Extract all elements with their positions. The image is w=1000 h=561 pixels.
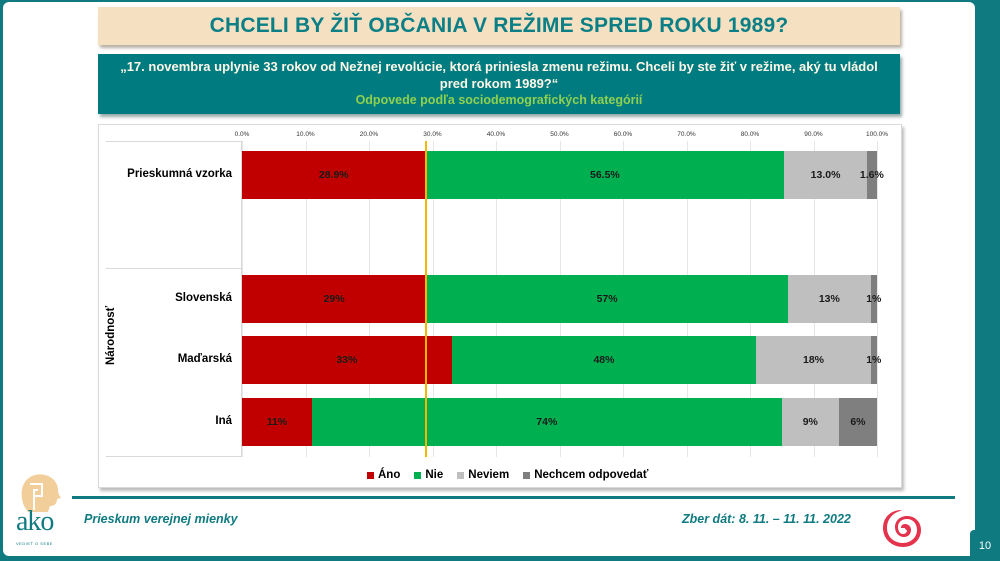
- legend-swatch-icon: [367, 471, 374, 479]
- legend-swatch-icon: [457, 471, 465, 479]
- logo-wordmark: ako: [16, 506, 54, 537]
- bar-segment: 13.0%: [784, 151, 867, 199]
- category-label: Iná: [215, 415, 232, 427]
- legend-item-nie: Nie: [414, 469, 443, 481]
- footer-date-range: Zber dát: 8. 11. – 11. 11. 2022: [682, 512, 851, 526]
- footer-survey-label: Prieskum verejnej mienky: [84, 512, 238, 526]
- x-tick-label: 40.0%: [486, 131, 506, 138]
- title-banner: CHCELI BY ŽIŤ OBČANIA V REŽIME SPRED ROK…: [98, 7, 900, 45]
- x-tick-label: 60.0%: [613, 131, 633, 138]
- question-subtitle: Odpovede podľa sociodemografických kateg…: [355, 93, 643, 107]
- group-label-narodnost: Národnosť: [105, 305, 117, 365]
- category-divider: [106, 141, 242, 142]
- legend-label: Nechcem odpovedať: [534, 469, 649, 481]
- bar-segment: 13%: [788, 275, 871, 323]
- x-tick-label: 20.0%: [359, 131, 379, 138]
- category-label: Slovenská: [175, 292, 232, 304]
- footer-divider: [72, 496, 955, 499]
- reference-line: [425, 141, 427, 457]
- bar-segment: 56.5%: [425, 151, 785, 199]
- legend: Áno Nie Neviem Nechcem odpovedať: [367, 469, 648, 481]
- page-number: 10: [970, 530, 1000, 561]
- question-line-2: pred rokom 1989?“: [439, 76, 559, 91]
- bar-segment: 9%: [781, 398, 839, 446]
- head-icon: [21, 474, 61, 512]
- legend-label: Áno: [378, 469, 401, 481]
- gridline: [877, 141, 878, 457]
- bar-segment: 29%: [242, 275, 427, 323]
- swirl-logo-icon: [883, 510, 921, 547]
- legend-item-nechcem: Nechcem odpovedať: [523, 469, 648, 481]
- x-tick-label: 70.0%: [677, 131, 696, 138]
- bar-row: 11% 74% 9% 6%: [242, 398, 877, 446]
- bar-segment: 28.9%: [242, 151, 426, 199]
- x-tick-label: 50.0%: [550, 131, 569, 138]
- bar-row: 33% 48% 18% 1%: [242, 336, 881, 384]
- category-divider: [106, 456, 242, 457]
- question-banner: „17. novembra uplynie 33 rokov od Nežnej…: [98, 54, 900, 114]
- bar-segment: 18%: [756, 336, 871, 384]
- x-tick-label: 0.0%: [234, 131, 250, 138]
- legend-label: Nie: [425, 469, 444, 481]
- x-tick-label: 80.0%: [740, 131, 760, 138]
- bar-segment: 33%: [242, 336, 452, 384]
- bar-row: 29% 57% 13% 1%: [242, 275, 881, 323]
- bar-segment: 6%: [838, 398, 877, 446]
- legend-item-ano: Áno: [367, 469, 400, 481]
- legend-label: Neviem: [468, 469, 510, 481]
- bar-row: 28.9% 56.5% 13.0% 1.6%: [242, 151, 884, 199]
- x-tick-label: 10.0%: [296, 131, 315, 138]
- legend-swatch-icon: [523, 471, 531, 479]
- bar-segment: 74%: [311, 398, 782, 446]
- question-line-1: „17. novembra uplynie 33 rokov od Nežnej…: [120, 59, 878, 74]
- category-label: Maďarská: [177, 353, 232, 365]
- x-tick-label: 90.0%: [804, 131, 823, 138]
- bar-segment: 1.6%: [860, 151, 884, 199]
- legend-swatch-icon: [414, 471, 422, 479]
- page-title: CHCELI BY ŽIŤ OBČANIA V REŽIME SPRED ROK…: [209, 14, 789, 37]
- ako-logo: ako VEDIEŤ O SEBE: [10, 472, 70, 552]
- legend-item-neviem: Neviem: [457, 469, 509, 481]
- bar-segment: 48%: [451, 336, 757, 384]
- category-axis-line: [241, 141, 242, 457]
- bar-segment: 1%: [866, 275, 881, 323]
- x-tick-label: 30.0%: [423, 131, 442, 138]
- bar-segment: 11%: [242, 398, 312, 446]
- bar-segment: 57%: [426, 275, 789, 323]
- bar-segment: 1%: [866, 336, 881, 384]
- x-tick-label: 100.0%: [865, 131, 889, 138]
- category-label: Prieskumná vzorka: [127, 168, 232, 180]
- logo-tagline: VEDIEŤ O SEBE: [16, 541, 53, 546]
- category-divider: [106, 268, 242, 269]
